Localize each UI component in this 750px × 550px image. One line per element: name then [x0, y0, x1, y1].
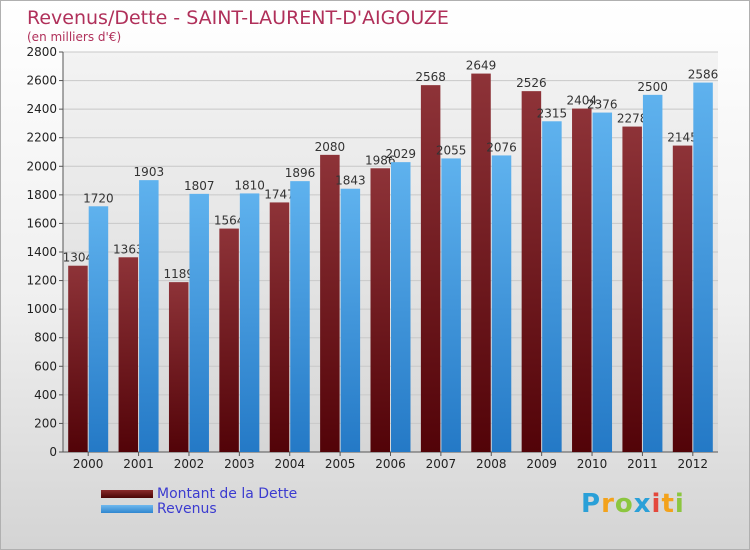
chart-title: Revenus/Dette - SAINT-LAURENT-D'AIGOUZE: [27, 7, 449, 29]
bar-dette: [320, 154, 340, 452]
logo-letter: i: [674, 489, 685, 519]
y-tick-label: 2000: [26, 159, 57, 173]
bar-dette: [471, 73, 491, 453]
bar-revenus: [139, 180, 159, 452]
bar-dette: [672, 145, 693, 453]
data-label: 2586: [688, 68, 719, 82]
bar-revenus: [491, 155, 512, 452]
y-tick-label: 2400: [26, 102, 57, 116]
legend-label-dette: Montant de la Dette: [157, 486, 298, 502]
data-label: 2376: [587, 98, 618, 112]
bar-dette: [168, 282, 189, 452]
data-label: 2500: [637, 80, 668, 94]
data-label: 2029: [385, 147, 416, 161]
data-label: 2080: [315, 140, 346, 154]
data-label: 1363: [113, 242, 144, 256]
logo-letter: P: [581, 489, 602, 519]
logo-letter: x: [633, 489, 652, 519]
y-tick-label: 1200: [26, 274, 57, 288]
legend-label-revenus: Revenus: [157, 501, 217, 517]
bar-revenus: [592, 112, 613, 453]
y-tick-label: 2200: [26, 131, 57, 145]
data-label: 2076: [486, 140, 517, 154]
x-tick-label: 2006: [375, 457, 406, 471]
bar-dette: [370, 168, 390, 453]
bar-dette: [420, 85, 441, 453]
x-tick-label: 2012: [678, 457, 709, 471]
bar-revenus: [239, 193, 260, 452]
data-label: 1304: [63, 251, 94, 265]
y-tick-label: 2800: [26, 45, 57, 59]
data-label: 1810: [234, 178, 265, 192]
x-tick-label: 2005: [325, 457, 356, 471]
data-label: 1896: [285, 166, 316, 180]
data-label: 2568: [415, 70, 446, 84]
data-label: 2315: [537, 106, 568, 120]
bar-revenus: [693, 82, 713, 453]
logo-letter: i: [651, 489, 662, 519]
bar-revenus: [391, 162, 411, 452]
data-label: 2404: [567, 94, 598, 108]
legend-swatch-dette: [101, 490, 153, 498]
bar-revenus: [340, 188, 361, 452]
y-tick-label: 2600: [26, 74, 57, 88]
y-tick-label: 800: [34, 331, 57, 345]
x-tick-label: 2007: [426, 457, 457, 471]
logo-letter: o: [614, 489, 634, 519]
y-tick-label: 0: [49, 445, 57, 459]
bar-revenus: [642, 94, 663, 452]
data-label: 2649: [466, 59, 497, 73]
y-tick-label: 1600: [26, 216, 57, 230]
y-tick-label: 1800: [26, 188, 57, 202]
legend-swatch-revenus: [101, 505, 153, 513]
x-tick-label: 2001: [123, 457, 154, 471]
x-tick-label: 2009: [526, 457, 557, 471]
bar-dette: [118, 257, 139, 452]
data-label: 2055: [436, 143, 467, 157]
data-label: 1843: [335, 174, 366, 188]
x-tick-label: 2011: [627, 457, 658, 471]
bar-dette: [622, 126, 642, 453]
bar-revenus: [542, 121, 562, 453]
x-tick-label: 2008: [476, 457, 507, 471]
bar-dette: [269, 202, 290, 452]
data-label: 2526: [516, 76, 547, 90]
bar-dette: [68, 265, 88, 452]
x-tick-label: 2010: [577, 457, 608, 471]
bar-dette: [572, 108, 592, 453]
data-label: 1720: [83, 191, 114, 205]
y-tick-label: 1400: [26, 245, 57, 259]
bar-revenus: [441, 158, 461, 452]
data-label: 1189: [163, 267, 194, 281]
data-label: 1807: [184, 179, 215, 193]
data-label: 1564: [214, 214, 245, 228]
data-label: 2278: [617, 112, 648, 126]
y-tick-label: 200: [34, 416, 57, 430]
proxiti-logo: Proxiti: [581, 489, 685, 519]
data-label: 1903: [134, 165, 165, 179]
x-tick-label: 2000: [73, 457, 104, 471]
x-tick-label: 2003: [224, 457, 255, 471]
bar-revenus: [88, 206, 109, 452]
bar-dette: [219, 228, 239, 452]
bar-revenus: [290, 181, 310, 452]
x-tick-label: 2002: [174, 457, 205, 471]
bar-revenus: [189, 193, 209, 452]
x-tick-label: 2004: [274, 457, 305, 471]
chart-subtitle: (en milliers d'€): [27, 30, 122, 44]
logo-letter: t: [661, 489, 675, 519]
y-tick-label: 600: [34, 359, 57, 373]
logo-letter: r: [601, 489, 615, 519]
data-label: 2145: [667, 131, 698, 145]
y-tick-label: 400: [34, 388, 57, 402]
data-label: 1747: [264, 187, 295, 201]
data-label: 1986: [365, 153, 396, 167]
bar-dette: [521, 91, 542, 453]
y-tick-label: 1000: [26, 302, 57, 316]
